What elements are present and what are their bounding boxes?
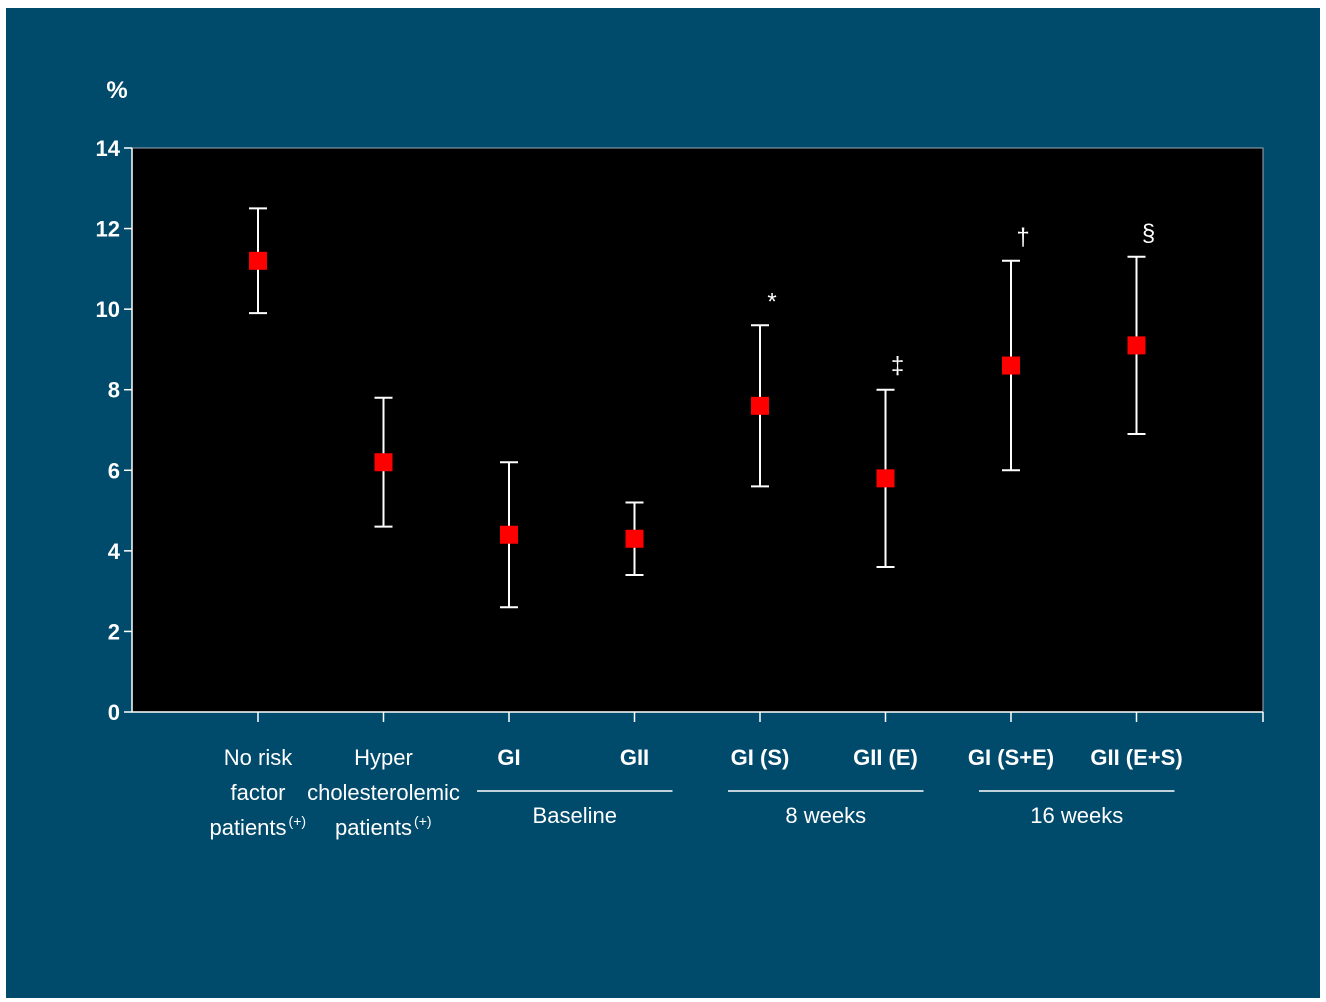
category-superscript: (+) <box>289 813 307 829</box>
category-label: GII (E) <box>853 745 918 770</box>
y-tick-label: 8 <box>108 378 120 403</box>
y-tick-label: 14 <box>96 136 121 161</box>
significance-mark: † <box>1016 224 1029 251</box>
category-label: Hyper <box>354 745 413 770</box>
data-point <box>625 529 644 548</box>
category-label: GII <box>620 745 649 770</box>
y-tick-label: 6 <box>108 458 120 483</box>
data-point <box>1127 336 1146 355</box>
y-axis-label: % <box>106 77 127 104</box>
y-tick-label: 4 <box>108 539 121 564</box>
data-point <box>249 251 267 270</box>
data-point <box>500 525 518 544</box>
significance-mark: * <box>767 288 776 315</box>
category-label: No risk <box>224 745 293 770</box>
data-point <box>1002 356 1020 375</box>
group-label: Baseline <box>533 803 617 828</box>
category-label: cholesterolemic <box>307 780 460 805</box>
category-label: GII (E+S) <box>1090 745 1182 770</box>
significance-mark: ‡ <box>891 353 904 380</box>
category-label: GI <box>497 745 520 770</box>
y-tick-label: 10 <box>96 297 120 322</box>
category-label: GI (S+E) <box>968 745 1054 770</box>
category-superscript: (+) <box>414 813 432 829</box>
category-label: factor <box>230 780 285 805</box>
group-label: 8 weeks <box>785 803 866 828</box>
data-point <box>751 396 769 415</box>
category-label: patients <box>209 815 286 840</box>
plot-area <box>131 147 1264 713</box>
data-point <box>876 469 895 488</box>
y-tick-label: 2 <box>108 619 120 644</box>
category-label: GI (S) <box>731 745 790 770</box>
y-tick-label: 0 <box>108 700 120 725</box>
significance-mark: § <box>1142 220 1155 247</box>
group-label: 16 weeks <box>1030 803 1123 828</box>
y-tick-label: 12 <box>96 217 120 242</box>
data-point <box>374 453 393 472</box>
category-label: patients <box>335 815 412 840</box>
